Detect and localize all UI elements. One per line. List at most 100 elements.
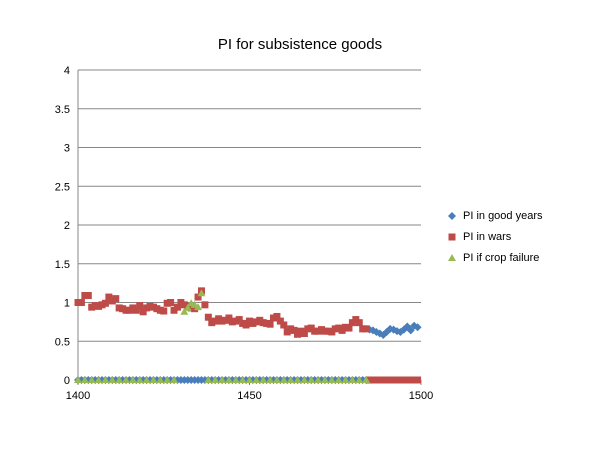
legend-marker — [447, 253, 457, 263]
data-point — [224, 376, 233, 383]
data-point — [300, 330, 308, 337]
data-point — [204, 376, 213, 383]
legend-marker — [447, 232, 457, 242]
data-point — [135, 376, 144, 383]
data-point — [142, 376, 151, 383]
y-tick-label: 2.5 — [55, 181, 70, 193]
data-point — [108, 376, 117, 383]
data-point — [194, 303, 203, 311]
legend-marker-shape — [448, 211, 456, 220]
y-tick-label: 1 — [64, 298, 70, 310]
data-point — [112, 295, 120, 303]
legend-label: PI in wars — [463, 230, 512, 243]
data-point — [149, 376, 158, 383]
data-point — [279, 376, 288, 383]
data-point — [231, 376, 240, 383]
data-point — [406, 326, 415, 335]
data-point — [170, 376, 179, 383]
legend-marker-shape — [448, 233, 456, 240]
data-point — [290, 326, 298, 334]
data-point — [286, 376, 295, 383]
y-tick-label: 1.5 — [55, 259, 70, 271]
data-point — [204, 313, 212, 321]
y-tick-label: 3.5 — [55, 104, 70, 116]
data-point — [355, 376, 364, 383]
data-point — [156, 376, 165, 383]
data-point — [334, 376, 343, 383]
data-point — [94, 376, 103, 383]
data-point — [280, 321, 288, 329]
data-point — [201, 301, 209, 309]
data-point — [197, 289, 206, 297]
series-2 — [74, 289, 371, 383]
data-point — [355, 319, 363, 327]
data-point — [259, 376, 268, 383]
data-point — [314, 376, 323, 383]
data-point — [252, 376, 261, 383]
data-point — [245, 376, 254, 383]
data-point — [341, 376, 350, 383]
data-point — [225, 314, 233, 322]
data-point — [101, 376, 110, 383]
x-tick-label: 1400 — [66, 390, 90, 402]
data-point — [128, 376, 137, 383]
data-point — [413, 323, 422, 332]
y-tick-label: 0.5 — [55, 336, 70, 348]
legend: PI in good years PI in wars PI if crop fai… — [447, 205, 543, 268]
data-point — [84, 292, 92, 300]
data-point — [139, 308, 147, 316]
data-point — [307, 376, 316, 383]
data-point — [235, 316, 243, 324]
data-point — [122, 376, 131, 383]
data-point — [266, 376, 275, 383]
data-point — [132, 306, 140, 314]
data-point — [362, 376, 371, 383]
series-1 — [74, 287, 422, 384]
data-point — [362, 325, 370, 333]
axes: 0 0.5 1 1.5 2 2.5 3 3.5 4 1400 1450 1500 — [55, 65, 434, 402]
data-point — [272, 376, 281, 383]
data-point — [218, 376, 227, 383]
legend-marker — [447, 211, 457, 221]
data-point — [115, 376, 124, 383]
data-point — [167, 299, 175, 306]
data-point — [136, 302, 144, 310]
data-point — [173, 303, 181, 311]
legend-label: PI if crop failure — [463, 251, 540, 264]
data-point — [345, 324, 353, 332]
y-tick-label: 0 — [64, 375, 70, 387]
chart-title: PI for subsistence goods — [217, 36, 383, 53]
data-point — [74, 376, 82, 383]
data-point — [320, 376, 329, 383]
x-tick-label: 1500 — [409, 390, 433, 402]
data-point — [87, 376, 96, 383]
x-tick-label: 1450 — [237, 390, 261, 402]
data-point — [348, 376, 357, 383]
legend-item: PI if crop failure — [447, 247, 543, 268]
data-point — [101, 299, 109, 307]
data-point — [194, 293, 202, 301]
data-point — [266, 320, 274, 328]
data-point — [105, 293, 113, 301]
legend-item: PI in wars — [447, 226, 543, 247]
data-point — [414, 376, 422, 384]
y-tick-label: 2 — [64, 220, 70, 232]
data-point — [183, 303, 192, 311]
legend-item: PI in good years — [447, 205, 543, 226]
legend-label: PI in good years — [463, 209, 543, 222]
data-point — [191, 305, 199, 313]
data-point — [273, 312, 281, 320]
y-tick-label: 3 — [64, 143, 70, 155]
y-tick-label: 4 — [64, 65, 70, 77]
data-point — [160, 307, 168, 315]
data-point — [211, 376, 220, 383]
data-point — [77, 299, 85, 306]
legend-marker-shape — [448, 253, 456, 261]
series-markers — [74, 287, 422, 384]
data-point — [238, 376, 247, 383]
data-point — [276, 317, 284, 325]
data-point — [242, 321, 250, 329]
data-point — [300, 376, 309, 383]
data-point — [327, 376, 336, 383]
